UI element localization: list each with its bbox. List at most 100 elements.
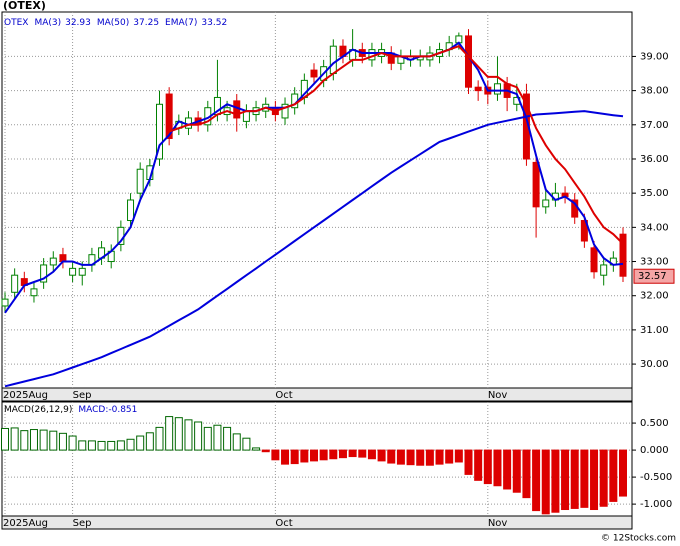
legend-value: 37.25 (133, 18, 159, 28)
x-tick-label: Oct (275, 518, 292, 529)
legend-symbol: OTEX (4, 18, 28, 28)
legend: MACD(26,12,9) MACD:-0.851 (4, 405, 137, 415)
y-tick-label: 39.00 (640, 51, 669, 62)
y-tick-label: 31.00 (640, 325, 669, 336)
y-tick-label: 33.00 (640, 257, 669, 268)
y-tick-label: 37.00 (640, 120, 669, 131)
macd-bar (454, 449, 463, 463)
macd-bar (310, 449, 318, 462)
candle-body (156, 103, 163, 160)
macd-bar (522, 449, 531, 499)
y-tick-label: 36.00 (640, 154, 669, 165)
macd-bar (474, 449, 483, 481)
y-tick-label: 0.000 (640, 445, 669, 456)
last-price-label: 32.57 (638, 271, 667, 282)
macd-bar (116, 440, 125, 451)
legend-entry: MA(50) (97, 18, 129, 28)
x-tick-label: Nov (488, 390, 508, 401)
legend-value: 33.52 (201, 18, 227, 28)
macd-bar (599, 449, 608, 507)
macd-bar (1, 427, 9, 451)
candle-body (580, 220, 588, 242)
macd-bar (107, 440, 116, 451)
y-tick-label: 34.00 (640, 222, 669, 233)
macd-bar (97, 440, 106, 451)
macd-bar (483, 449, 492, 485)
y-tick-label: 32.00 (640, 291, 669, 302)
macd-bar (10, 427, 19, 451)
macd-bar (367, 449, 376, 460)
candle-body (474, 86, 482, 92)
macd-bar (590, 449, 599, 511)
candle-body (329, 45, 337, 75)
candle-body (1, 298, 9, 307)
macd-bar (300, 449, 309, 463)
macd-bar (242, 437, 251, 451)
x-axis-band (1, 387, 633, 402)
y-tick-label: 35.00 (640, 188, 669, 199)
candle-body (493, 83, 501, 95)
x-tick-label: 2025Aug (3, 518, 48, 529)
legend-value: -0.851 (108, 405, 137, 415)
candle-body (165, 93, 173, 139)
x-tick-label: Sep (73, 518, 92, 529)
macd-bar (580, 449, 589, 508)
macd-bar (184, 419, 193, 451)
macd-bar (406, 449, 415, 466)
legend-entry: EMA(7) (165, 18, 197, 28)
macd-bar (445, 449, 454, 464)
macd-bar (155, 426, 164, 451)
candle-body (532, 161, 540, 208)
macd-bar (493, 449, 502, 487)
macd-bar (252, 447, 261, 451)
macd-bar (532, 449, 541, 512)
macd-bar (503, 449, 512, 490)
macd-bar (464, 449, 473, 475)
macd-bar (348, 449, 357, 458)
macd-bar (377, 449, 386, 462)
footer: © 12Stocks.com (601, 534, 676, 544)
legend-label: MACD: (78, 405, 108, 415)
y-tick-label: 30.00 (640, 359, 669, 370)
macd-bar (213, 424, 222, 451)
macd-bar (416, 449, 425, 466)
macd-bar (570, 449, 579, 509)
macd-bar (261, 449, 270, 453)
macd-bar (87, 440, 96, 451)
macd-bar (58, 432, 67, 451)
line-series (4, 41, 624, 314)
y-tick-label: 38.00 (640, 86, 669, 97)
macd-bar (425, 449, 434, 466)
candle-body (619, 233, 627, 277)
macd-bar (551, 449, 560, 513)
y-tick-label: 0.500 (640, 418, 669, 429)
macd-bar (136, 435, 145, 451)
candle-body (600, 264, 608, 276)
macd-bar (561, 449, 570, 511)
legend-entry: MACD(26,12,9) (4, 405, 72, 415)
macd-bar (68, 435, 77, 451)
candle-body (69, 267, 77, 276)
macd-bar (49, 430, 58, 451)
candle-body (542, 199, 550, 208)
candle-body (136, 168, 144, 194)
macd-bar (39, 429, 48, 451)
macd-bar (194, 421, 203, 451)
candle-body (40, 264, 48, 283)
macd-bar (203, 426, 212, 451)
candle-body (11, 274, 19, 293)
macd-bar (387, 449, 396, 464)
macd-bar (223, 426, 232, 451)
macd-bar (232, 433, 241, 451)
macd-bar (541, 449, 550, 515)
macd-bar (165, 416, 174, 451)
candle-body (78, 267, 86, 276)
x-tick-label: Sep (73, 390, 92, 401)
legend-entry: MA(3) (34, 18, 61, 28)
macd-bar (329, 449, 338, 460)
macd-bar (271, 449, 280, 461)
line-series (4, 110, 624, 388)
candle-body (310, 69, 318, 78)
candle-body (30, 288, 38, 297)
